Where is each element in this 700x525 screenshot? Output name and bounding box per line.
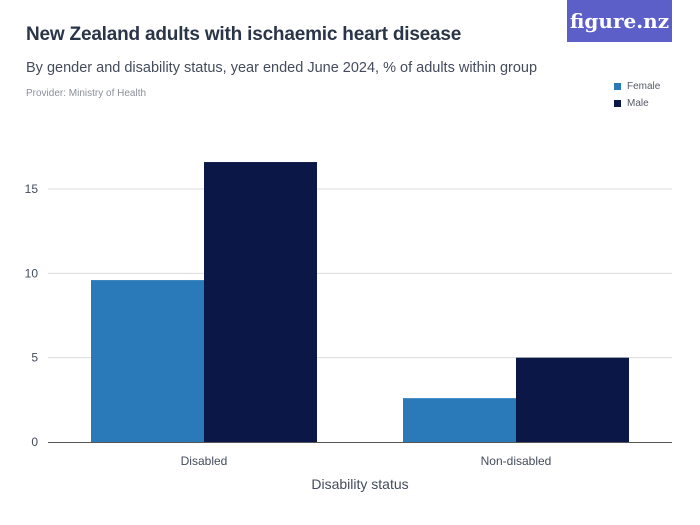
- y-tick-label-0: 0: [31, 435, 38, 449]
- legend-item-male: Male: [614, 95, 660, 112]
- chart-subtitle: By gender and disability status, year en…: [26, 60, 538, 76]
- bar-female-non-disabled: [403, 398, 516, 442]
- x-tick-label-non-disabled: Non-disabled: [481, 454, 552, 468]
- y-tick-label-5: 5: [31, 351, 38, 365]
- bar-male-non-disabled: [516, 357, 629, 442]
- bar-female-disabled: [91, 280, 204, 442]
- x-axis-title: Disability status: [311, 476, 408, 492]
- legend-swatch-female: [614, 83, 621, 90]
- figure-nz-logo[interactable]: figure.nz: [567, 0, 672, 42]
- y-tick-label-15: 15: [25, 182, 39, 196]
- x-tick-label-disabled: Disabled: [181, 454, 228, 468]
- legend-item-female: Female: [614, 78, 660, 95]
- chart-title: New Zealand adults with ischaemic heart …: [26, 24, 462, 45]
- chart-legend: Female Male: [614, 78, 660, 112]
- legend-label-male: Male: [627, 98, 649, 109]
- y-tick-label-10: 10: [25, 266, 39, 280]
- bar-male-disabled: [204, 162, 317, 442]
- legend-label-female: Female: [627, 81, 661, 92]
- data-provider: Provider: Ministry of Health: [26, 88, 147, 99]
- legend-swatch-male: [614, 100, 621, 107]
